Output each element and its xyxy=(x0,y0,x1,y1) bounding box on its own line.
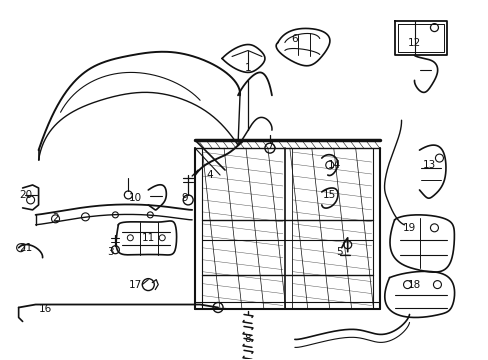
Text: 5: 5 xyxy=(336,247,343,257)
Text: 4: 4 xyxy=(206,170,213,180)
Text: 3: 3 xyxy=(107,247,114,257)
Text: 11: 11 xyxy=(142,233,155,243)
Text: 6: 6 xyxy=(291,33,298,44)
Text: 18: 18 xyxy=(407,280,420,289)
Text: 21: 21 xyxy=(19,243,32,253)
Text: 9: 9 xyxy=(182,193,188,203)
Text: 15: 15 xyxy=(323,190,336,200)
Text: 7: 7 xyxy=(266,140,273,150)
Text: 2: 2 xyxy=(52,213,59,223)
Text: 17: 17 xyxy=(128,280,142,289)
Text: 16: 16 xyxy=(39,305,52,315)
Text: 13: 13 xyxy=(422,160,435,170)
Text: 20: 20 xyxy=(19,190,32,200)
Text: 8: 8 xyxy=(244,334,251,345)
Text: 10: 10 xyxy=(128,193,142,203)
Text: 12: 12 xyxy=(407,37,420,48)
Text: 1: 1 xyxy=(244,63,251,73)
Text: 19: 19 xyxy=(402,223,415,233)
Text: 14: 14 xyxy=(327,160,341,170)
